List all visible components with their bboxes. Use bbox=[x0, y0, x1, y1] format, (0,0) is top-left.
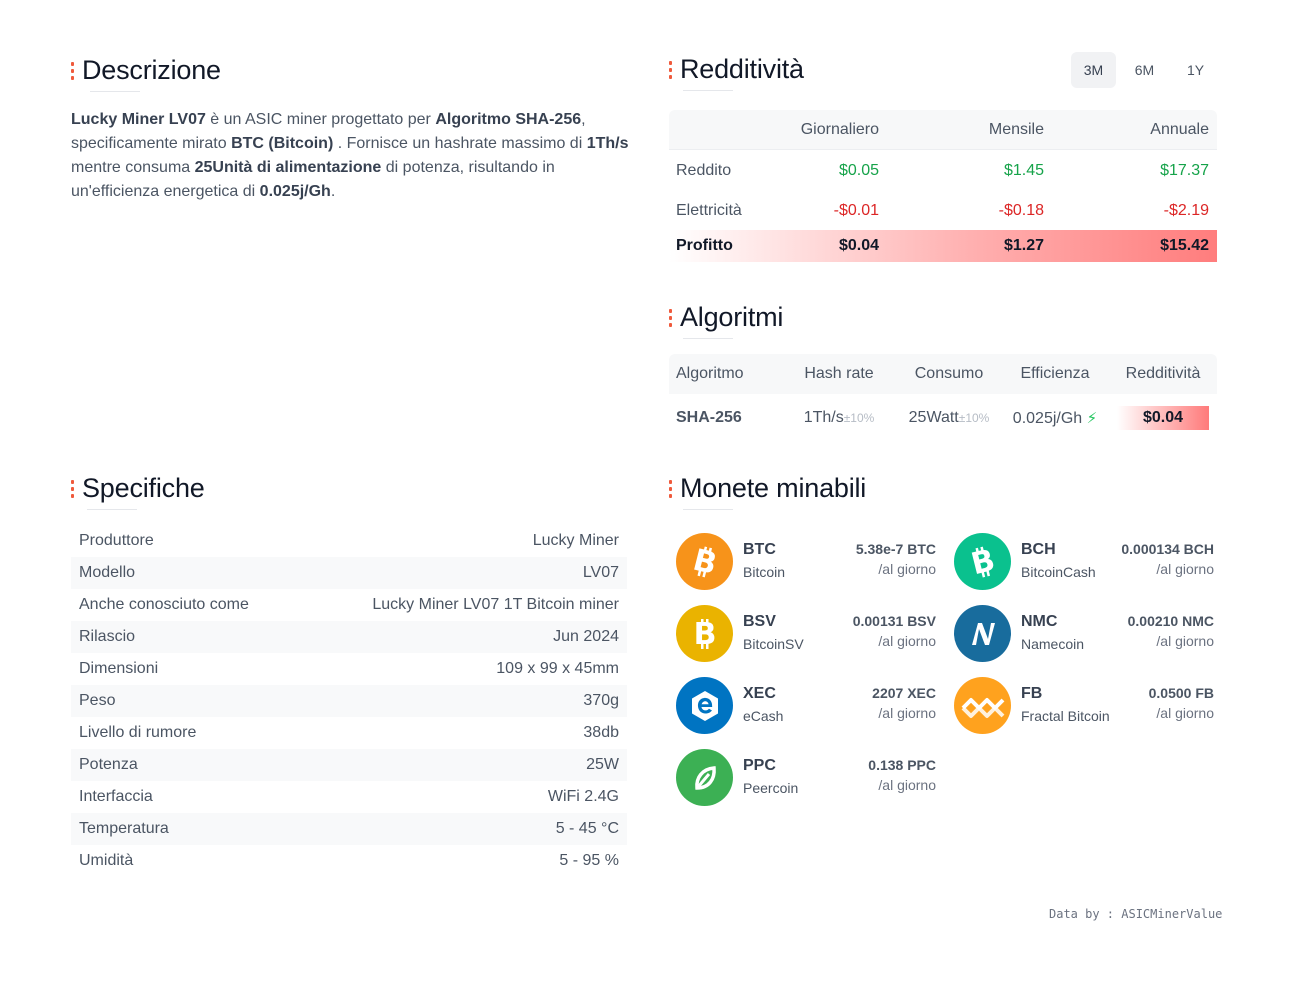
header-monthly: Mensile bbox=[988, 120, 1044, 138]
electricity-row: Elettricità -$0.01 -$0.18 -$2.19 bbox=[676, 201, 1209, 219]
table-header: Algoritmo Hash rate Consumo Efficienza R… bbox=[669, 354, 1217, 394]
data-credit: Data by : ASICMinerValue bbox=[1049, 907, 1223, 921]
monete-title: Monete minabili bbox=[669, 473, 866, 504]
table-row: SHA-256 1Th/s±10% 25Watt±10% 0.025j/Gh ⚡… bbox=[669, 394, 1217, 442]
table-row: Peso 370g bbox=[71, 685, 627, 717]
coin-btc[interactable]: B BTC Bitcoin 5.38e-7 BTC /al giorno bbox=[676, 533, 936, 591]
section-marker-icon bbox=[71, 479, 74, 498]
coin-ppc[interactable]: PPC Peercoin 0.138 PPC /al giorno bbox=[676, 749, 936, 807]
table-header: Giornaliero Mensile Annuale bbox=[669, 110, 1217, 150]
description-text: Lucky Miner LV07 è un ASIC miner progett… bbox=[71, 111, 629, 200]
table-row: Temperatura 5 - 45 °C bbox=[71, 813, 627, 845]
title-underline bbox=[683, 90, 733, 91]
title-underline bbox=[90, 91, 140, 92]
peercoin-logo-icon bbox=[676, 749, 733, 806]
table-row: Livello di rumore 38db bbox=[79, 724, 619, 741]
ecash-logo-icon bbox=[676, 677, 733, 734]
tab-1y[interactable]: 1Y bbox=[1186, 62, 1205, 78]
algorithms-table: Algoritmo Hash rate Consumo Efficienza R… bbox=[669, 354, 1217, 442]
title-underline bbox=[87, 509, 137, 510]
algoritmi-title: Algoritmi bbox=[669, 302, 783, 333]
algorithm-link[interactable]: SHA-256 bbox=[676, 409, 742, 426]
namecoin-logo-icon bbox=[954, 605, 1011, 662]
section-marker-icon bbox=[71, 61, 74, 80]
header-yearly: Annuale bbox=[1150, 120, 1209, 138]
coin-fb[interactable]: FB Fractal Bitcoin 0.0500 FB /al giorno bbox=[954, 677, 1214, 735]
table-row: Umidità 5 - 95 % bbox=[79, 852, 619, 869]
bitcoinsv-logo-icon: B bbox=[676, 605, 733, 662]
tab-3m[interactable]: 3M bbox=[1071, 52, 1116, 88]
section-marker-icon bbox=[669, 60, 672, 79]
income-row: Reddito $0.05 $1.45 $17.37 bbox=[676, 161, 1209, 179]
coin-nmc[interactable]: NMC Namecoin 0.00210 NMC /al giorno bbox=[954, 605, 1214, 663]
fractal-bitcoin-logo-icon bbox=[954, 677, 1011, 734]
section-marker-icon bbox=[669, 308, 672, 327]
coin-xec[interactable]: XEC eCash 2207 XEC /al giorno bbox=[676, 677, 936, 735]
profit-row: Profitto $0.04 $1.27 $15.42 bbox=[669, 230, 1217, 262]
period-tabs: 3M 6M 1Y bbox=[1071, 52, 1218, 88]
table-row: Potenza 25W bbox=[71, 749, 627, 781]
table-row: Rilascio Jun 2024 bbox=[71, 621, 627, 653]
table-row: Modello LV07 bbox=[71, 557, 627, 589]
lightning-icon: ⚡ bbox=[1086, 409, 1098, 427]
specifiche-title: Specifiche bbox=[71, 473, 205, 504]
table-row: Anche conosciuto come Lucky Miner LV07 1T… bbox=[79, 596, 619, 613]
table-row: Dimensioni 109 x 99 x 45mm bbox=[79, 660, 619, 677]
table-row: Produttore Lucky Miner bbox=[79, 532, 619, 549]
descrizione-title: Descrizione bbox=[71, 55, 221, 86]
tab-6m[interactable]: 6M bbox=[1134, 62, 1155, 78]
profitability-table: Giornaliero Mensile Annuale Reddito $0.0… bbox=[669, 110, 1217, 262]
table-row: Interfaccia WiFi 2.4G bbox=[79, 788, 619, 805]
redditivita-title: Redditività bbox=[669, 54, 804, 85]
coin-bsv[interactable]: B BSV BitcoinSV 0.00131 BSV /al giorno bbox=[676, 605, 936, 663]
svg-text:B: B bbox=[693, 617, 716, 651]
title-underline bbox=[683, 509, 733, 510]
bitcoincash-logo-icon: B bbox=[954, 533, 1011, 590]
title-underline bbox=[683, 338, 733, 339]
bitcoin-logo-icon: B bbox=[676, 533, 733, 590]
header-daily: Giornaliero bbox=[800, 120, 879, 138]
specs-table: Produttore Lucky Miner Modello LV07 Anche … bbox=[71, 525, 627, 877]
coin-bch[interactable]: B BCH BitcoinCash 0.000134 BCH /al giorn… bbox=[954, 533, 1214, 591]
section-marker-icon bbox=[669, 479, 672, 498]
